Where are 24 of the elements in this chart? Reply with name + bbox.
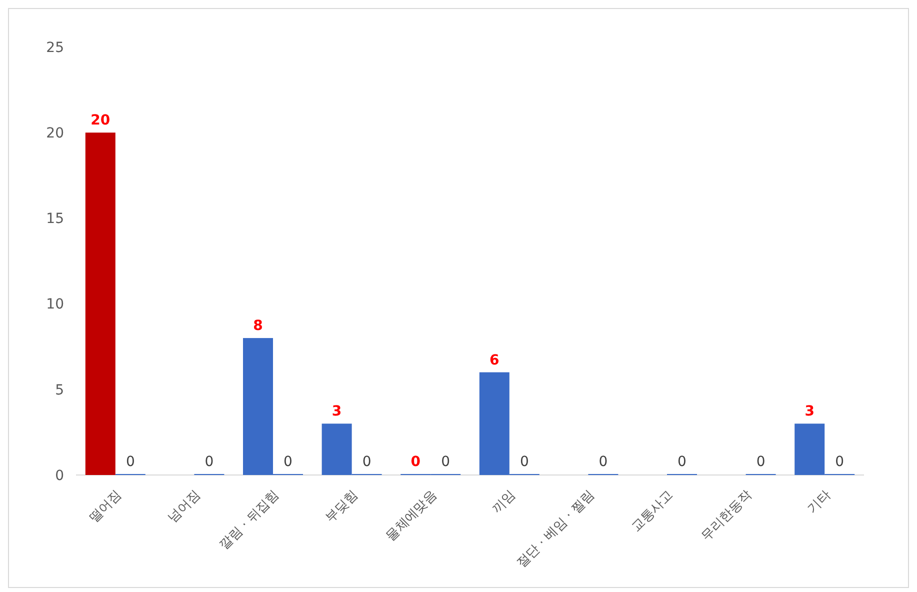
data-label: 0 <box>756 454 766 470</box>
data-label: 0 <box>284 454 292 470</box>
y-tick-label: 20 <box>46 126 64 142</box>
data-label: 3 <box>804 404 814 420</box>
y-tick-label: 5 <box>55 382 64 398</box>
bar <box>85 132 116 475</box>
data-label: 0 <box>410 454 421 470</box>
data-label: 3 <box>332 404 342 420</box>
data-label: 8 <box>253 318 263 334</box>
y-tick-label: 25 <box>46 40 64 56</box>
data-label: 0 <box>441 454 450 470</box>
x-tick-label: 기타 <box>804 488 834 517</box>
y-tick-label: 15 <box>46 211 64 228</box>
data-label: 0 <box>598 454 608 470</box>
y-tick-label: 0 <box>55 468 64 484</box>
data-label: 0 <box>126 454 135 470</box>
data-label: 0 <box>362 454 372 470</box>
data-label: 0 <box>678 454 686 470</box>
data-label: 6 <box>490 352 500 368</box>
data-label: 20 <box>90 112 110 129</box>
data-label: 0 <box>520 454 529 470</box>
data-label: 0 <box>204 454 214 470</box>
y-tick-label: 10 <box>46 296 64 313</box>
data-label: 0 <box>835 454 844 470</box>
